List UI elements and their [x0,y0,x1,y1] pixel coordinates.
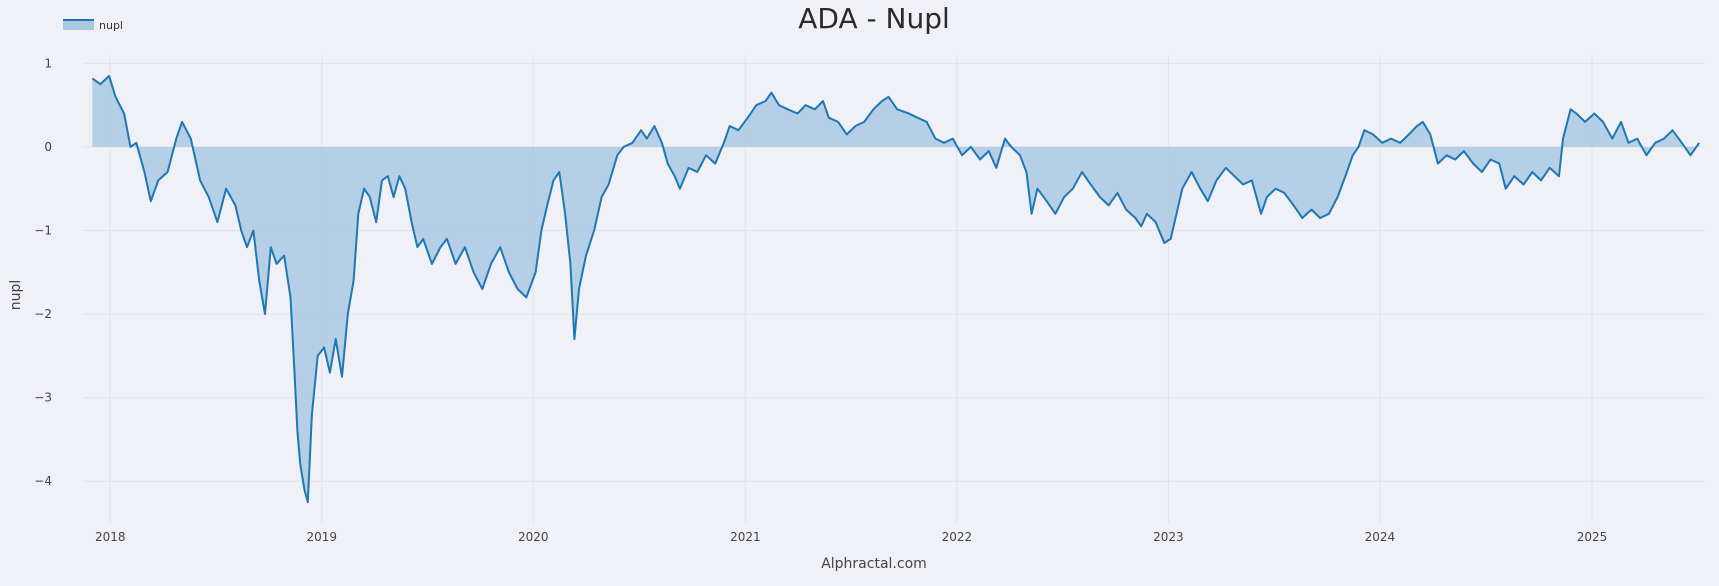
y-axis-label: nupl [8,280,24,311]
y-tick-label: −2 [34,307,52,321]
x-tick-label: 2019 [306,530,337,544]
x-tick-label: 2025 [1577,530,1608,544]
y-tick-label: 1 [44,56,52,70]
y-tick-label: 0 [44,140,52,154]
legend[interactable]: nupl [63,19,123,32]
x-axis-ticks: 2018 2019 2020 2021 2022 2023 2024 2025 [95,530,1607,544]
y-axis-ticks: 1 0 −1 −2 −3 −4 [34,56,52,488]
legend-fill-swatch [63,21,94,30]
x-tick-label: 2018 [95,530,126,544]
x-axis-label: Alphractal.com [821,556,927,572]
x-tick-label: 2021 [730,530,761,544]
legend-item-nupl[interactable]: nupl [99,19,123,32]
x-tick-label: 2023 [1153,530,1184,544]
area-layer [92,75,1700,503]
x-tick-label: 2024 [1365,530,1396,544]
chart-title: ADA - Nupl [798,2,950,35]
line-layer [91,74,1701,504]
nupl-area-fill [92,75,1700,503]
y-tick-label: −1 [34,224,52,238]
y-tick-label: −4 [34,474,52,488]
x-tick-label: 2020 [518,530,549,544]
x-tick-label: 2022 [942,530,973,544]
y-tick-label: −3 [34,391,52,405]
nupl-line[interactable] [91,74,1701,504]
